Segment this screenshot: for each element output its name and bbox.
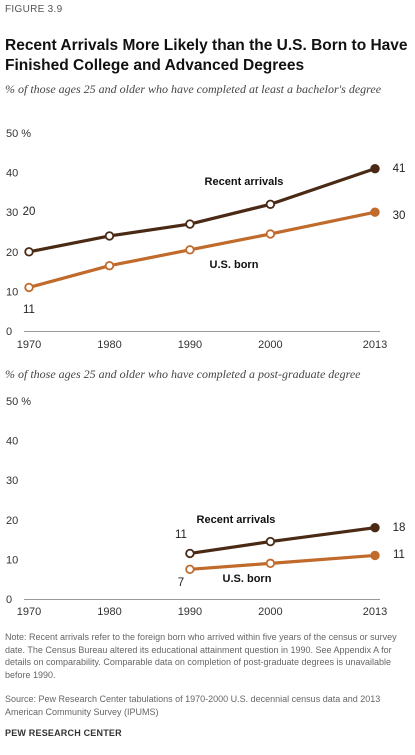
data-point-us-born	[370, 550, 380, 561]
end-value-label-recent-arrivals: 18	[393, 522, 406, 534]
data-point-recent-arrivals	[185, 219, 195, 229]
organization-label: PEW RESEARCH CENTER	[5, 728, 122, 738]
y-tick-label: 40	[6, 436, 18, 448]
x-tick-label: 2013	[363, 339, 387, 351]
chart-subtitle-bachelors: % of those ages 25 and older who have co…	[5, 82, 382, 96]
series-label-us-born: U.S. born	[223, 573, 272, 585]
postgraduate-degree-chart: 0 10 20 30 40 50 % 1970 1980 1990 2000 2013 Recent …	[6, 396, 406, 618]
y-tick-label: 10	[6, 286, 18, 298]
x-tick-label: 1980	[97, 339, 121, 351]
y-tick-label: 0	[6, 326, 12, 338]
data-point-recent-arrivals	[370, 523, 380, 533]
x-tick-label: 1990	[178, 606, 202, 618]
start-value-label-us-born: 7	[178, 577, 184, 589]
data-point-us-born	[24, 282, 34, 293]
start-value-label-recent-arrivals: 20	[23, 206, 36, 218]
y-tick-label: 20	[6, 247, 18, 259]
chart-note: Note: Recent arrivals refer to the forei…	[5, 632, 397, 680]
series-line-us-born	[28, 210, 376, 289]
y-tick-label: 10	[6, 554, 18, 566]
y-tick-label: 50 %	[6, 128, 31, 140]
series-label-us-born: U.S. born	[210, 259, 259, 271]
y-tick-label: 20	[6, 515, 18, 527]
figure-label: FIGURE 3.9	[5, 4, 63, 15]
data-point-us-born	[265, 558, 276, 569]
start-value-label-recent-arrivals: 11	[175, 529, 187, 541]
x-tick-label: 2000	[258, 339, 282, 351]
end-value-label-us-born: 30	[393, 210, 406, 222]
series-line-recent-arrivals	[28, 167, 376, 254]
data-point-us-born	[265, 229, 276, 239]
chart-subtitle-postgraduate: % of those ages 25 and older who have co…	[5, 367, 361, 381]
data-point-us-born	[185, 564, 195, 574]
y-tick-label: 0	[6, 594, 12, 606]
series-label-recent-arrivals: Recent arrivals	[205, 176, 284, 188]
start-value-label-us-born: 11	[23, 304, 35, 316]
data-point-recent-arrivals	[265, 199, 276, 209]
x-tick-label: 1970	[17, 606, 41, 618]
y-tick-label: 30	[6, 207, 18, 219]
chart-title: Recent Arrivals More Likely than the U.S…	[5, 37, 408, 74]
end-value-label-recent-arrivals: 41	[393, 163, 406, 175]
series-label-recent-arrivals: Recent arrivals	[197, 514, 276, 526]
series-line-us-born	[189, 553, 376, 571]
end-value-label-us-born: 11	[393, 549, 405, 561]
y-tick-label: 30	[6, 475, 18, 487]
data-point-recent-arrivals	[185, 548, 195, 559]
data-point-recent-arrivals	[24, 247, 34, 257]
bachelors-degree-chart: 0 10 20 30 40 50 % 1970 1980 1990 2000 2013 Recent …	[6, 128, 406, 351]
data-point-recent-arrivals	[104, 231, 115, 241]
series-line-recent-arrivals	[189, 526, 376, 556]
chart-source: Source: Pew Research Center tabulations …	[5, 694, 381, 717]
data-point-us-born	[104, 260, 115, 271]
y-tick-label: 40	[6, 168, 18, 180]
data-point-recent-arrivals	[370, 163, 380, 174]
x-tick-label: 1990	[178, 339, 202, 351]
data-point-us-born	[370, 207, 380, 217]
data-point-recent-arrivals	[265, 536, 276, 547]
data-point-us-born	[185, 245, 195, 255]
x-tick-label: 1970	[17, 339, 41, 351]
x-tick-label: 1980	[97, 606, 121, 618]
x-tick-label: 2000	[258, 606, 282, 618]
y-tick-label: 50 %	[6, 396, 31, 408]
x-tick-label: 2013	[363, 606, 387, 618]
